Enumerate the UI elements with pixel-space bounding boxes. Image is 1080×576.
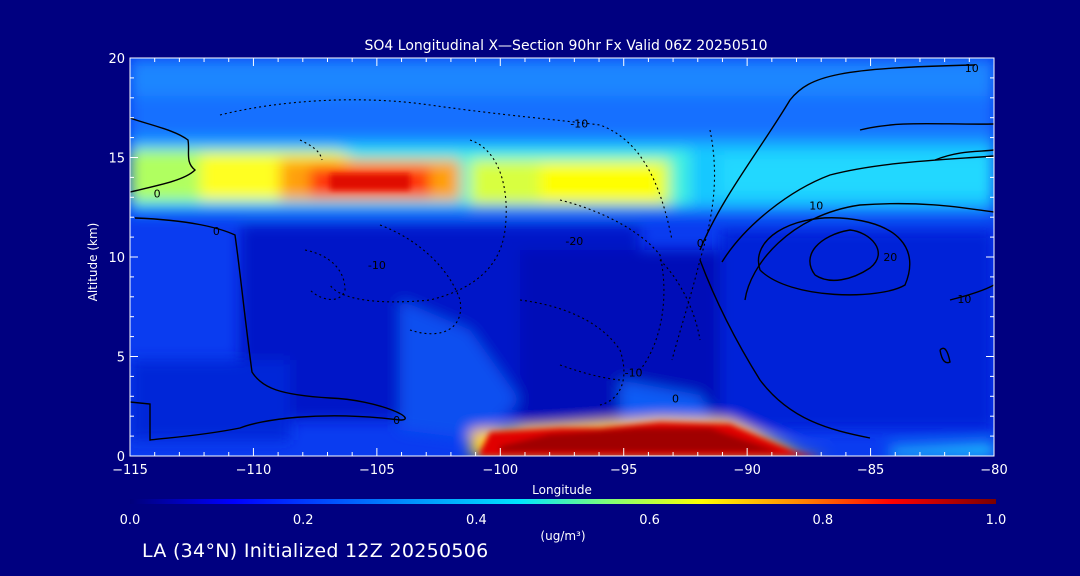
colorbar-units: (ug/m³): [540, 529, 585, 543]
contour-labels: 10 -10 10 -20 0 20 -10 0 0 10 -10 0 0: [154, 62, 979, 427]
y-tick-label: 20: [108, 52, 125, 67]
contour-label: -10: [368, 259, 386, 272]
y-tick-label: 0: [117, 450, 125, 465]
y-axis: 0 5 10 15 20: [108, 52, 994, 465]
y-tick-label: 15: [108, 152, 125, 167]
colorbar-tick-label: 1.0: [986, 513, 1007, 528]
init-info: LA (34°N) Initialized 12Z 20250506: [142, 540, 489, 562]
contour-label: 0: [697, 237, 704, 250]
x-tick-label: −80: [980, 463, 1007, 478]
colorbar-tick-label: 0.0: [120, 513, 141, 528]
contour-label: -10: [625, 366, 643, 379]
x-tick-label: −85: [857, 463, 884, 478]
contour-label: -20: [565, 235, 583, 248]
colorbar-tick-label: 0.8: [812, 513, 833, 528]
contour-label: 0: [672, 392, 679, 405]
x-axis: −115 −110 −105 −100 −95 −90 −85 −80: [112, 58, 1008, 478]
colorbar-ticks: 0.0 0.2 0.4 0.6 0.8 1.0: [120, 513, 1007, 528]
y-tick-label: 5: [117, 351, 125, 366]
y-axis-label: Altitude (km): [86, 223, 100, 302]
contour-label: 0: [393, 414, 400, 427]
x-tick-label: −90: [733, 463, 760, 478]
contour-label: 10: [965, 62, 979, 75]
x-tick-label: −95: [610, 463, 637, 478]
chart-title: SO4 Longitudinal X—Section 90hr Fx Valid…: [365, 38, 768, 54]
contour-label: 10: [957, 293, 971, 306]
x-tick-label: −100: [482, 463, 518, 478]
contour-label: 0: [213, 225, 220, 238]
contour-label: -10: [570, 118, 588, 131]
colorbar-tick-label: 0.6: [639, 513, 660, 528]
contour-label: 10: [809, 199, 823, 212]
contour-label: 20: [883, 251, 897, 264]
heatmap-field: [130, 58, 994, 456]
colorbar-tick-label: 0.2: [293, 513, 314, 528]
x-tick-label: −110: [236, 463, 272, 478]
x-axis-label: Longitude: [532, 483, 592, 497]
contour-label: 0: [154, 187, 161, 200]
y-tick-label: 10: [108, 251, 125, 266]
x-tick-label: −115: [112, 463, 148, 478]
x-tick-label: −105: [359, 463, 395, 478]
colorbar-tick-label: 0.4: [466, 513, 487, 528]
colorbar: [130, 499, 996, 504]
contour-lines: [130, 64, 994, 441]
